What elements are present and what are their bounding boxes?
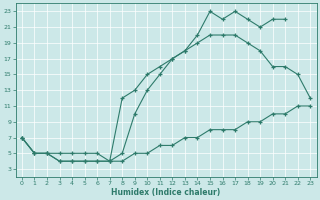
X-axis label: Humidex (Indice chaleur): Humidex (Indice chaleur) xyxy=(111,188,221,197)
